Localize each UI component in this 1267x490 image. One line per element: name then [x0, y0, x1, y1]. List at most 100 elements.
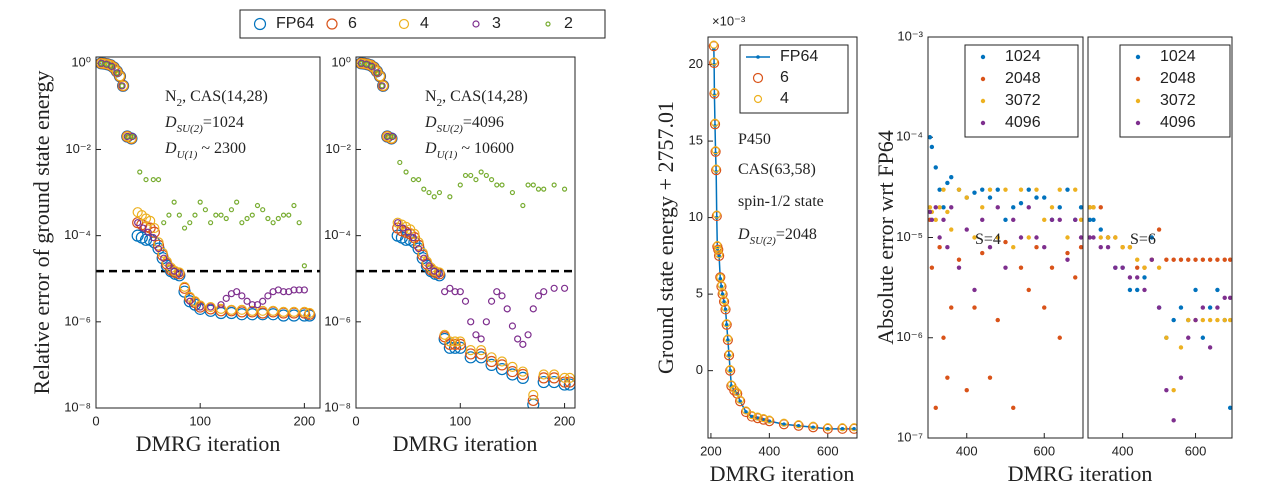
data-point: [710, 118, 720, 127]
data-point: [1135, 265, 1140, 270]
data-point: [417, 247, 428, 258]
annotation-text: ~ 2300: [197, 140, 246, 157]
data-point: [1026, 205, 1031, 210]
data-point: [171, 199, 177, 205]
data-point: [1215, 305, 1220, 310]
data-point: [937, 245, 942, 250]
annotation: N2, CAS(14,28): [165, 88, 268, 109]
data-point: [467, 318, 475, 326]
data-point: [202, 207, 208, 213]
data-point: [213, 212, 219, 218]
axes-frame: [707, 36, 858, 439]
data-point: [175, 270, 183, 278]
y-axis-label: Absolute error wrt FP64: [873, 130, 898, 344]
data-point: [468, 172, 474, 179]
legend-label: 2048: [1005, 70, 1041, 87]
data-point: [478, 169, 484, 175]
annotation-text: D: [164, 114, 177, 131]
data-point: [300, 286, 308, 294]
annotation-text: N: [165, 88, 177, 105]
data-point: [1011, 405, 1016, 411]
data-point: [482, 318, 490, 326]
data-point: [1098, 235, 1103, 240]
data-point: [472, 331, 480, 339]
data-point: [1142, 287, 1147, 293]
data-point: [1105, 245, 1111, 250]
data-point: [1105, 235, 1111, 240]
annotation-subscript: SU(2): [437, 123, 464, 135]
data-point: [1193, 257, 1198, 262]
data-point: [1164, 387, 1169, 393]
data-point: [823, 423, 832, 432]
annotation: DU(1) ~ 10600: [424, 140, 514, 161]
annotation: DSU(2)=2048: [737, 226, 817, 247]
data-point: [779, 418, 789, 427]
data-point: [1065, 257, 1070, 262]
data-point: [363, 61, 370, 67]
data-point: [949, 205, 954, 210]
legend-marker: [472, 20, 480, 28]
data-point: [414, 245, 423, 253]
data-point: [558, 378, 571, 391]
y-tick-label: 10⁻⁴: [896, 129, 923, 144]
data-point: [454, 341, 467, 354]
legend-marker: [326, 18, 338, 30]
data-point: [487, 297, 496, 305]
legend: 1024 2048 3072 4096: [1119, 44, 1231, 138]
annotation-subscript: U(1): [437, 149, 458, 161]
legend: FP64 6 4 3 2: [239, 9, 606, 39]
data-point: [207, 303, 215, 311]
data-point: [765, 415, 774, 424]
data-point: [154, 245, 163, 253]
data-point: [972, 190, 977, 195]
data-point: [244, 215, 250, 222]
data-point: [956, 187, 962, 192]
data-point: [149, 234, 157, 242]
data-point: [987, 187, 993, 192]
data-point: [782, 422, 786, 427]
data-point: [710, 57, 719, 66]
data-point: [444, 336, 455, 347]
x-tick-label: 600: [1185, 443, 1207, 458]
data-point: [1200, 257, 1206, 262]
data-point: [1222, 257, 1227, 262]
data-point: [721, 303, 730, 313]
data-point: [1178, 305, 1184, 310]
data-point: [747, 410, 756, 420]
data-point: [144, 222, 156, 234]
data-point: [718, 277, 723, 281]
legend-marker: [753, 94, 763, 104]
data-point: [394, 219, 402, 227]
data-point: [929, 265, 935, 270]
data-point: [304, 307, 315, 319]
data-point: [403, 169, 409, 175]
data-point: [494, 182, 500, 188]
legend-marker: [1135, 98, 1141, 104]
data-point: [964, 195, 969, 200]
data-point: [1011, 205, 1016, 210]
data-point: [519, 340, 527, 348]
legend-marker: [398, 18, 410, 30]
legend-label: 4096: [1005, 114, 1041, 131]
data-point: [176, 212, 182, 218]
data-point: [114, 70, 120, 76]
data-point: [516, 371, 529, 384]
data-point: [945, 375, 950, 380]
data-point: [1178, 257, 1184, 262]
data-point: [563, 378, 575, 391]
data-point: [796, 423, 801, 428]
data-point: [714, 245, 723, 254]
data-point: [1215, 317, 1220, 323]
data-point: [530, 182, 536, 188]
panel: 0 5 10 15 20 200 400 600 DMRG iteration Ground st…: [653, 13, 858, 486]
data-point: [1011, 245, 1016, 250]
y-tick-label: 10⁻⁸: [324, 399, 351, 414]
data-point: [378, 82, 386, 90]
data-point: [461, 297, 470, 305]
data-point: [257, 305, 268, 316]
data-point: [415, 176, 422, 183]
annotation: DSU(2)=4096: [424, 114, 504, 135]
data-point: [1042, 245, 1047, 250]
data-point: [109, 63, 115, 69]
data-point: [1193, 287, 1198, 293]
